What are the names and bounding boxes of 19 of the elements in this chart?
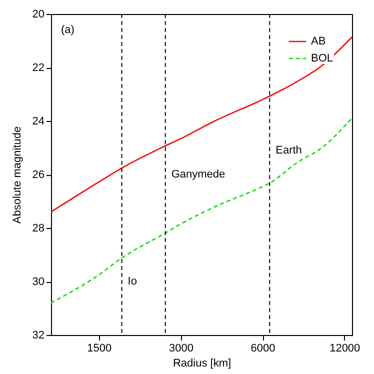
legend-label: BOL — [311, 52, 334, 64]
y-tick-label: 28 — [32, 222, 44, 234]
x-tick-label: 3000 — [168, 342, 194, 354]
y-tick-label: 22 — [32, 62, 44, 74]
x-tick-label: 12000 — [330, 342, 360, 354]
annotation: (a) — [61, 24, 74, 36]
x-axis-title: Radius [km] — [172, 358, 232, 370]
annotation: Earth — [276, 144, 302, 156]
y-tick-label: 20 — [32, 8, 44, 20]
y-tick-label: 30 — [32, 276, 44, 288]
x-tick-label: 6000 — [250, 342, 276, 354]
annotation: Io — [128, 276, 137, 288]
annotation: Ganymede — [171, 168, 226, 180]
y-axis-title: Absolute magnitude — [11, 126, 24, 224]
legend-label: AB — [311, 36, 326, 48]
y-tick-label: 24 — [32, 116, 44, 128]
y-tick-label: 26 — [32, 169, 44, 181]
x-tick-label: 1500 — [87, 342, 112, 354]
y-tick-label: 32 — [32, 330, 44, 342]
